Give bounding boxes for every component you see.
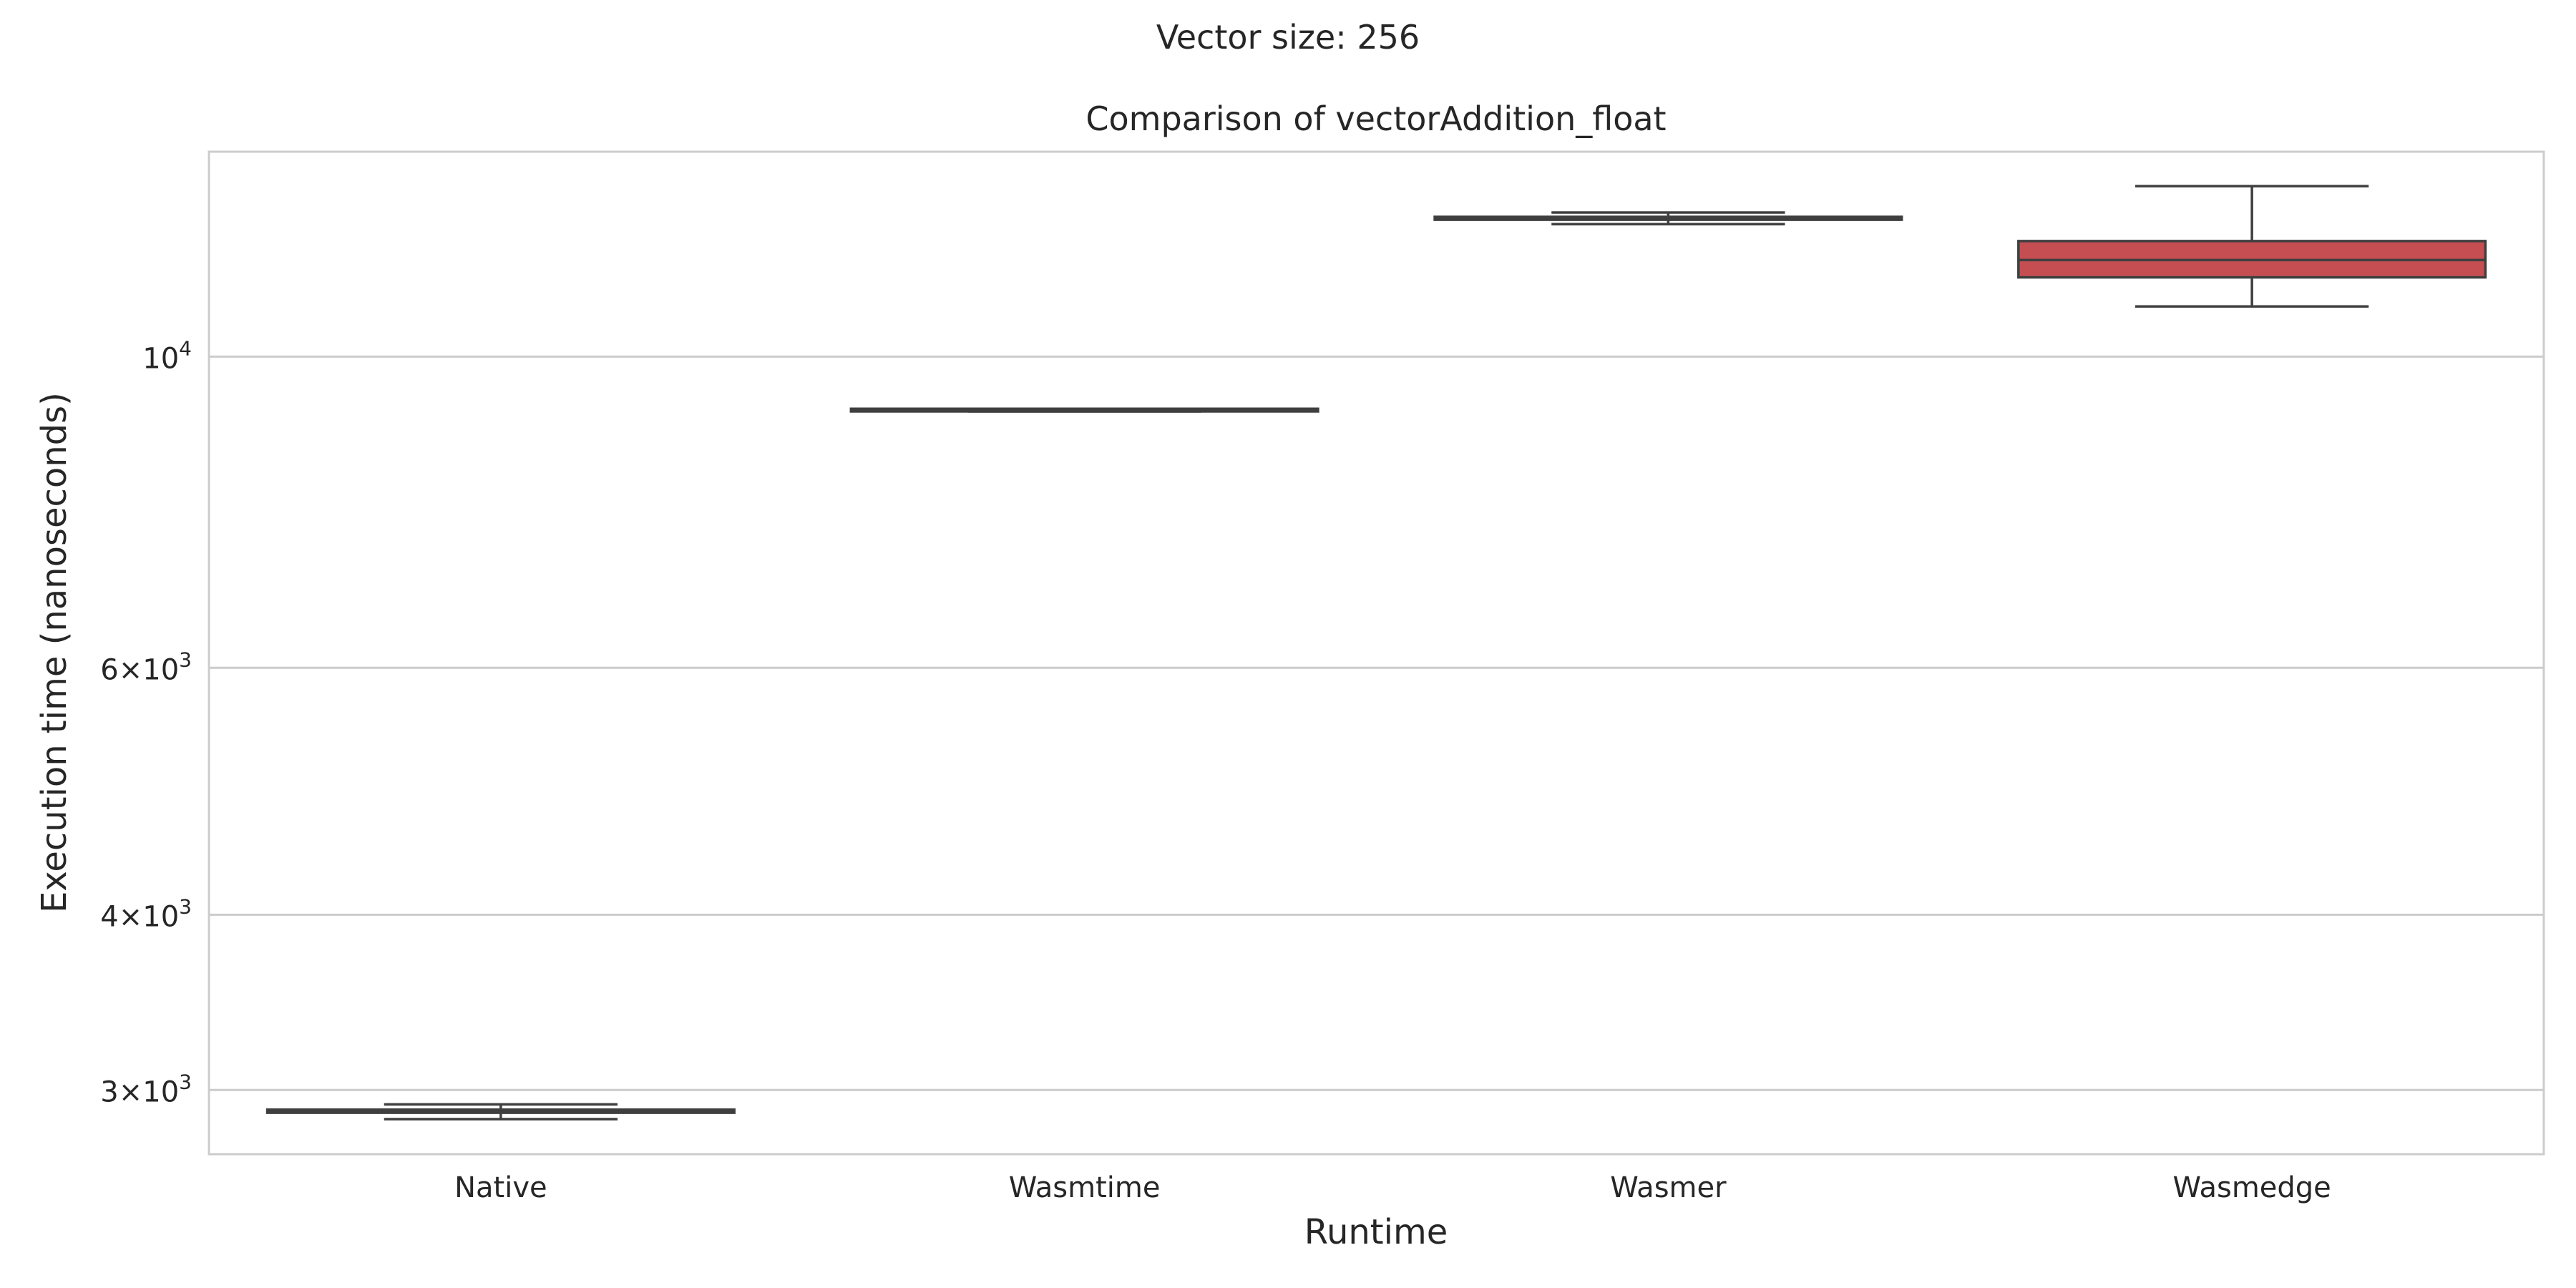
y-tick-times: × (119, 900, 143, 933)
plot-background (209, 152, 2544, 1154)
figure-suptitle: Vector size: 256 (1156, 18, 1420, 57)
gridlines (209, 355, 2544, 1091)
y-tick-label: 4×103 (100, 894, 192, 933)
x-tick-label: Native (454, 1171, 547, 1204)
x-axis-label: Runtime (1304, 1212, 1448, 1252)
x-axis-ticks: Native Wasmtime Wasmer Wasmedge (454, 1171, 2331, 1204)
y-tick-exponent: 3 (179, 648, 192, 671)
y-tick-mantissa: 6 (100, 653, 118, 686)
y-tick-times: × (119, 1075, 143, 1108)
boxes (265, 185, 2487, 1121)
y-tick-times: × (119, 653, 143, 686)
y-tick-label: 3×103 (100, 1070, 192, 1108)
y-tick-base: 10 (142, 1075, 179, 1108)
y-tick-mantissa: 3 (100, 1075, 118, 1108)
box-wasmtime (849, 407, 1319, 413)
x-tick-label: Wasmtime (1009, 1171, 1161, 1204)
y-tick-exponent: 3 (179, 1070, 192, 1093)
y-tick-label: 6×103 (100, 648, 192, 686)
box-native (265, 1103, 736, 1121)
y-tick-base: 10 (142, 342, 179, 375)
chart-title: Comparison of vectorAddition_float (1085, 99, 1666, 138)
box-wasmer (1433, 211, 1903, 226)
y-axis-label: Execution time (nanoseconds) (34, 392, 74, 913)
y-tick-label: 104 (142, 336, 192, 375)
plot-area (208, 150, 2545, 1156)
x-tick-label: Wasmedge (2172, 1171, 2331, 1204)
y-tick-exponent: 4 (179, 336, 192, 360)
x-tick-label: Wasmer (1610, 1171, 1727, 1204)
y-tick-base: 10 (142, 900, 179, 933)
y-tick-mantissa: 4 (100, 900, 118, 933)
y-tick-base: 10 (142, 653, 179, 686)
plot-frame (208, 150, 2545, 1156)
box-wasmedge (2017, 185, 2487, 308)
y-tick-exponent: 3 (179, 894, 192, 918)
